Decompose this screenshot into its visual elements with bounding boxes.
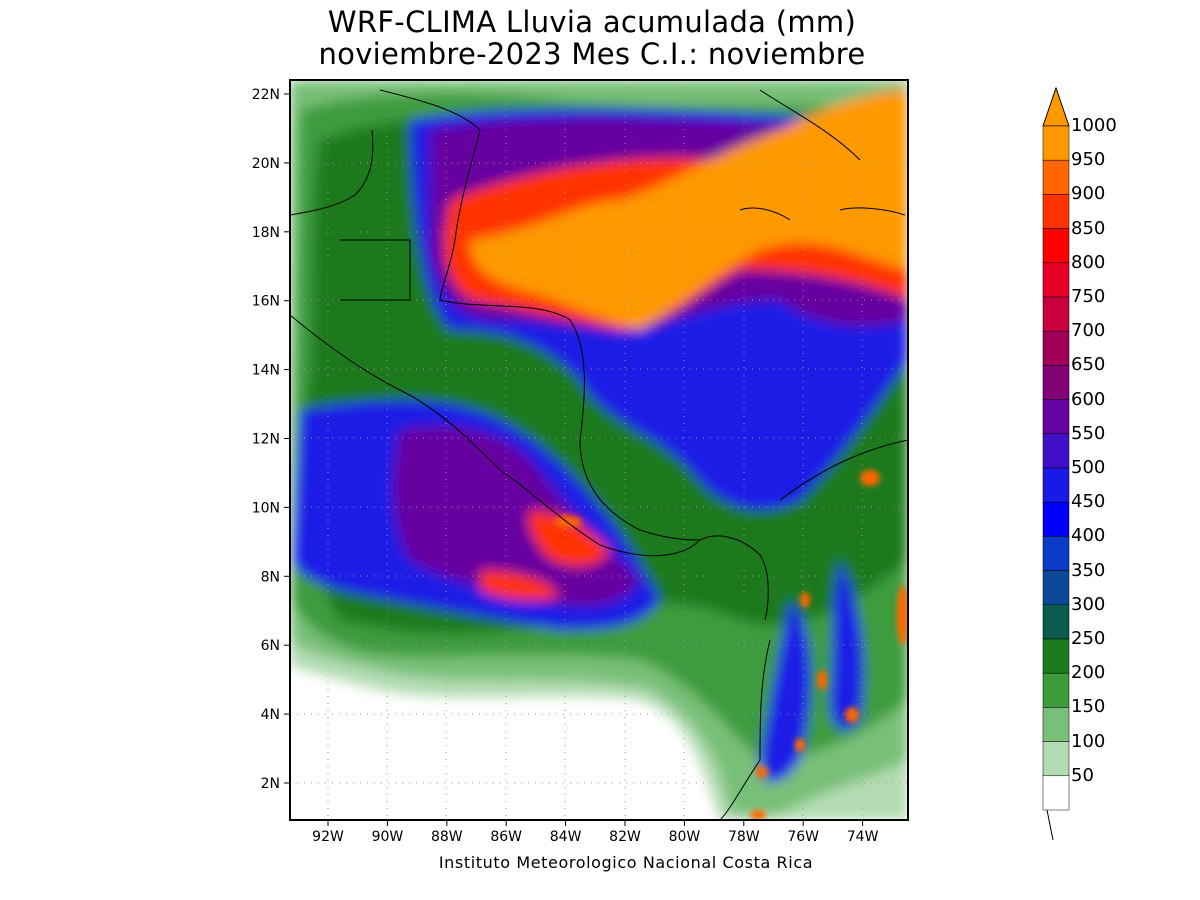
colorbar-swatch <box>1042 296 1070 332</box>
lat-tick-label: 12N <box>252 432 280 448</box>
colorbar-label: 500 <box>1071 457 1106 478</box>
credit-text: Instituto Meteorologico Nacional Costa R… <box>438 853 814 872</box>
colorbar-label: 550 <box>1071 422 1106 444</box>
colorbar-label: 800 <box>1071 251 1106 273</box>
colorbar-label: 50 <box>1071 764 1094 786</box>
colorbar-swatch <box>1042 228 1070 264</box>
colorbar-label: 750 <box>1071 286 1106 307</box>
colorbar-swatch <box>1042 536 1070 571</box>
colorbar-swatch <box>1042 741 1070 777</box>
lat-tick-label: 6N <box>261 638 280 654</box>
colorbar-label: 450 <box>1071 491 1106 513</box>
graticule <box>290 80 908 820</box>
colorbar-label: 850 <box>1071 217 1106 239</box>
colorbar-swatch <box>1042 330 1070 366</box>
lat-tick-label: 14N <box>252 363 280 379</box>
lat-tick-label: 18N <box>252 225 280 241</box>
colorbar-overflow-arrow <box>1042 86 1070 127</box>
lon-tick-label: 76W <box>787 829 819 845</box>
colorbar-label: 900 <box>1071 183 1106 205</box>
colorbar-swatch <box>1042 570 1070 606</box>
colorbar-swatch <box>1042 604 1070 640</box>
colorbar-swatch <box>1042 262 1070 298</box>
colorbar-label: 1000 <box>1071 115 1117 136</box>
lat-tick-label: 2N <box>261 776 280 792</box>
colorbar-label: 150 <box>1071 696 1106 718</box>
colorbar-swatch <box>1042 672 1070 708</box>
colorbar-swatch <box>1042 501 1070 537</box>
colorbar-swatch <box>1042 125 1070 161</box>
rainfall-field <box>290 80 908 820</box>
colorbar-swatch <box>1042 707 1070 742</box>
colorbar-label: 950 <box>1071 149 1106 171</box>
lat-tick-label: 16N <box>252 294 280 310</box>
lon-tick-label: 84W <box>550 829 582 845</box>
colorbar-label: 700 <box>1071 320 1106 342</box>
map-frame <box>289 79 909 821</box>
colorbar-swatch <box>1042 467 1070 503</box>
map-title-line-2: noviembre-2023 Mes C.I.: noviembre <box>318 37 866 71</box>
lon-tick-label: 86W <box>490 829 522 845</box>
lon-tick-label: 82W <box>609 829 641 845</box>
colorbar-swatch <box>1042 638 1070 674</box>
lon-tick-label: 90W <box>372 829 404 845</box>
lat-tick-label: 22N <box>252 87 280 103</box>
colorbar-label: 400 <box>1071 525 1106 547</box>
colorbar-label: 100 <box>1071 730 1106 752</box>
lat-tick-label: 10N <box>252 500 280 516</box>
axis-ticks: 92W 90W 88W 86W 84W 82W 80W 78W 76W 74W 22N 20N 18N 1… <box>252 87 879 845</box>
colorbar-swatch <box>1042 194 1070 229</box>
colorbar-label: 250 <box>1071 628 1106 649</box>
colorbar-swatch <box>1042 399 1070 435</box>
colorbar-label: 200 <box>1071 662 1106 684</box>
lon-tick-label: 80W <box>669 829 701 845</box>
colorbar-swatch <box>1042 365 1070 400</box>
colorbar-label: 600 <box>1071 388 1106 410</box>
lat-tick-label: 8N <box>261 569 280 585</box>
colorbar-tail <box>1046 809 1054 841</box>
lon-tick-label: 88W <box>431 829 463 845</box>
lat-tick-label: 20N <box>252 156 280 172</box>
map-title-line-1: WRF-CLIMA Lluvia acumulada (mm) <box>327 5 857 39</box>
coastlines <box>290 89 908 820</box>
lon-tick-label: 92W <box>312 829 344 845</box>
lon-tick-label: 78W <box>728 829 760 845</box>
colorbar-swatch <box>1042 433 1070 469</box>
colorbar-label: 300 <box>1071 593 1106 615</box>
lon-tick-label: 74W <box>847 829 879 845</box>
lat-tick-label: 4N <box>261 707 280 723</box>
colorbar-swatch <box>1042 775 1070 811</box>
colorbar-swatch <box>1042 159 1070 195</box>
colorbar-label: 650 <box>1071 354 1106 376</box>
colorbar-label: 350 <box>1071 559 1106 581</box>
